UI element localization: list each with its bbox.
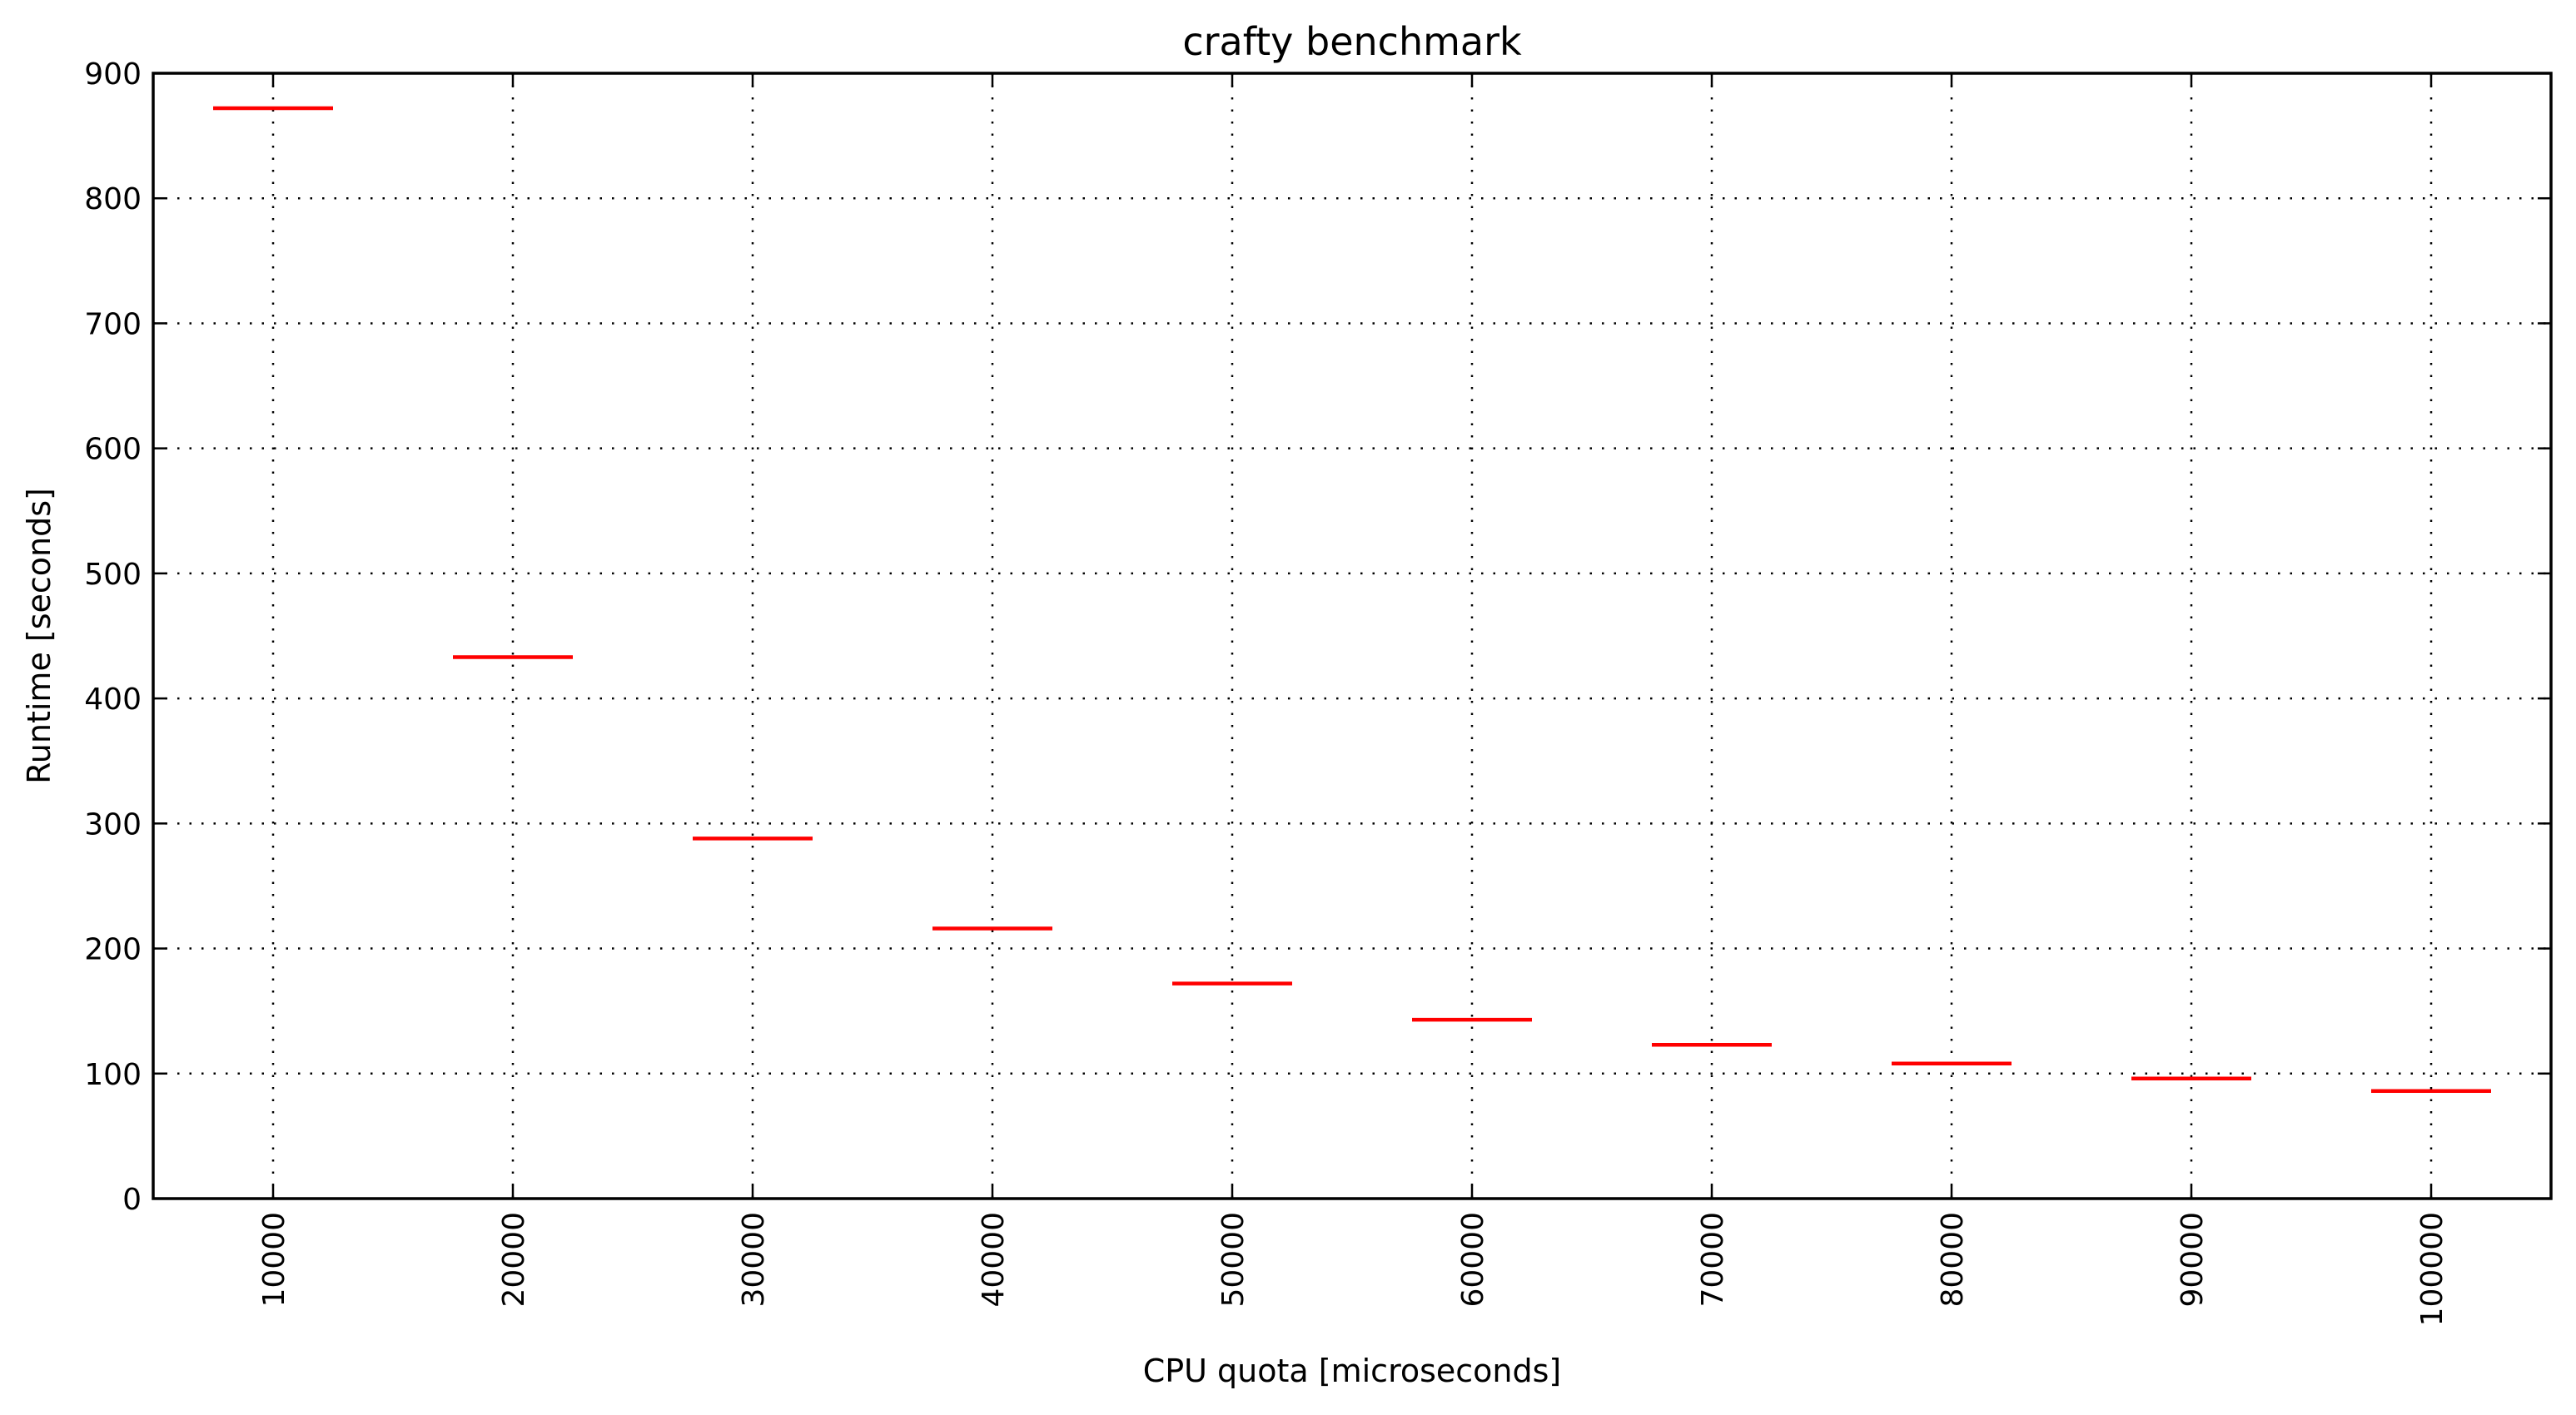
x-tick-label: 60000	[1456, 1212, 1490, 1308]
x-tick-label: 30000	[737, 1212, 771, 1308]
y-tick-label: 600	[84, 433, 142, 467]
y-tick-label: 400	[84, 683, 142, 717]
x-tick-label: 50000	[1216, 1212, 1251, 1308]
y-tick-label: 200	[84, 933, 142, 967]
y-tick-label: 0	[122, 1183, 142, 1217]
x-tick-label: 10000	[257, 1212, 291, 1308]
x-tick-label: 70000	[1696, 1212, 1730, 1308]
y-tick-label: 100	[84, 1058, 142, 1092]
median-marks	[213, 106, 2491, 1094]
y-tick-label: 500	[84, 558, 142, 592]
y-tick-label: 700	[84, 307, 142, 341]
x-tick-label: 100000	[2415, 1212, 2449, 1326]
y-tick-label: 800	[84, 182, 142, 216]
x-axis-label: CPU quota [microseconds]	[1143, 1353, 1562, 1389]
x-axis-tick-labels: 10000 20000 30000 40000 50000 60000 70000 80000…	[257, 1212, 2449, 1326]
y-axis-tick-labels: 0 100 200 300 400 500 600 700 800 900	[84, 57, 142, 1217]
x-tick-label: 40000	[977, 1212, 1011, 1308]
y-tick-label: 900	[84, 57, 142, 92]
y-axis-label: Runtime [seconds]	[21, 488, 57, 784]
x-tick-label: 20000	[497, 1212, 531, 1308]
plot-area	[152, 72, 2553, 1200]
chart-title: crafty benchmark	[1182, 19, 1522, 64]
y-tick-label: 300	[84, 807, 142, 842]
grid	[153, 73, 2551, 1199]
x-tick-label: 80000	[1936, 1212, 1970, 1308]
x-tick-label: 90000	[2176, 1212, 2210, 1308]
tick-marks	[153, 72, 2551, 1200]
